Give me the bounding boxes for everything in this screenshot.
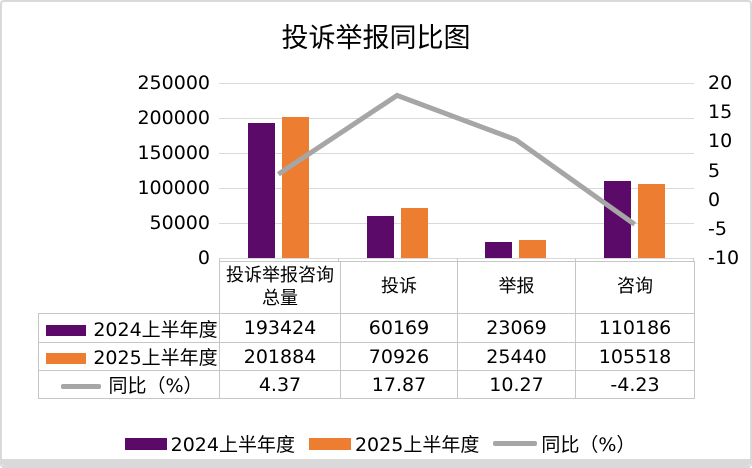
right-axis-tick-label: 20 — [708, 72, 733, 94]
window-bottom-strip — [2, 459, 750, 466]
table-value-cell: 60169 — [340, 313, 458, 343]
table-row: 2024上半年度 193424 60169 23069 110186 — [38, 313, 695, 343]
left-axis-tick-label: 0 — [197, 247, 210, 269]
legend-label: 2024上半年度 — [170, 434, 295, 456]
left-axis-tick-label: 100000 — [137, 177, 210, 199]
table-row-label: 2024上半年度 — [38, 313, 220, 343]
plot-area — [219, 83, 694, 262]
bar-s0-c0 — [247, 122, 275, 258]
table-col-header: 举报 — [457, 261, 576, 314]
legend-bar-swatch — [124, 437, 167, 450]
table-row: 同比（%） 4.37 17.87 10.27 -4.23 — [38, 370, 695, 399]
legend-item: 同比（%） — [485, 430, 635, 457]
table-value-cell: 17.87 — [340, 370, 458, 399]
bar-s1-c3 — [638, 184, 666, 258]
yoy-line — [276, 92, 637, 227]
table-col-header: 咨询 — [575, 261, 695, 314]
series-name-label: 2025上半年度 — [93, 347, 218, 369]
table-value-cell: 105518 — [575, 342, 695, 371]
table-col-header: 投诉举报咨询总量 — [219, 261, 341, 314]
right-axis-tick-label: -5 — [708, 217, 727, 240]
left-axis-tick-label: 200000 — [137, 107, 210, 129]
x-axis-tick-mark — [456, 258, 458, 262]
series-name-label: 2024上半年度 — [93, 318, 218, 341]
legend-item: 2025上半年度 — [301, 430, 479, 457]
chart-legend: 2024上半年度 2025上半年度 同比（%） — [2, 430, 750, 457]
table-row: 2025上半年度 201884 70926 25440 105518 — [38, 342, 695, 371]
legend-label: 同比（%） — [541, 434, 636, 456]
chart-title: 投诉举报同比图 — [281, 23, 471, 54]
table-value-cell: 193424 — [219, 313, 341, 343]
series-line-swatch — [61, 384, 102, 389]
left-axis-tick-label: 50000 — [149, 212, 210, 234]
left-value-axis: 250000 200000 150000 100000 50000 0 — [102, 72, 210, 269]
gridline — [219, 188, 694, 189]
legend-item: 2024上半年度 — [117, 430, 295, 457]
series-bar-swatch — [46, 324, 87, 336]
legend-label: 2025上半年度 — [354, 434, 480, 456]
series-name-label: 同比（%） — [108, 375, 203, 397]
table-value-cell: 25440 — [457, 342, 576, 371]
table-row-label: 2025上半年度 — [38, 342, 220, 371]
gridline — [219, 153, 694, 154]
right-axis-tick-label: 10 — [708, 130, 733, 153]
left-axis-tick-label: 150000 — [137, 142, 210, 164]
chart-data-table: 投诉举报咨询总量 投诉 举报 咨询 2024上半年度 193424 60169 23069 1… — [38, 261, 695, 399]
x-axis-tick-mark — [575, 258, 577, 262]
yoy-line-layer — [276, 92, 637, 227]
table-corner-cell — [39, 262, 220, 314]
bar-s0-c2 — [485, 241, 513, 258]
series-bar-swatch — [46, 353, 87, 364]
bar-s1-c1 — [400, 208, 428, 258]
x-axis-tick-mark — [219, 258, 220, 262]
table-row-label: 同比（%） — [38, 370, 220, 399]
table-value-cell: -4.23 — [575, 370, 695, 399]
right-axis-tick-label: 15 — [708, 101, 733, 124]
table-col-header: 投诉 — [340, 261, 458, 314]
x-axis-tick-mark — [693, 258, 694, 262]
x-axis-tick-mark — [337, 258, 339, 262]
table-value-cell: 110186 — [575, 313, 695, 343]
table-value-cell: 70926 — [340, 342, 458, 371]
gridline — [219, 83, 694, 84]
table-value-cell: 4.37 — [219, 370, 341, 399]
table-value-cell: 10.27 — [457, 370, 576, 399]
left-axis-tick-label: 250000 — [137, 72, 210, 94]
right-axis-tick-label: 5 — [708, 159, 721, 182]
legend-line-swatch — [493, 441, 538, 446]
table-value-cell: 201884 — [219, 342, 341, 371]
bar-s1-c0 — [281, 116, 309, 258]
legend-bar-swatch — [308, 437, 351, 450]
right-percent-axis: 20 15 10 5 0 -5 -10 — [708, 72, 750, 269]
bar-s1-c2 — [519, 240, 547, 258]
gridline — [219, 223, 694, 224]
right-axis-tick-label: -10 — [708, 247, 740, 269]
right-axis-tick-label: 0 — [708, 188, 721, 211]
table-value-cell: 23069 — [457, 313, 576, 343]
bar-s0-c1 — [366, 215, 394, 258]
